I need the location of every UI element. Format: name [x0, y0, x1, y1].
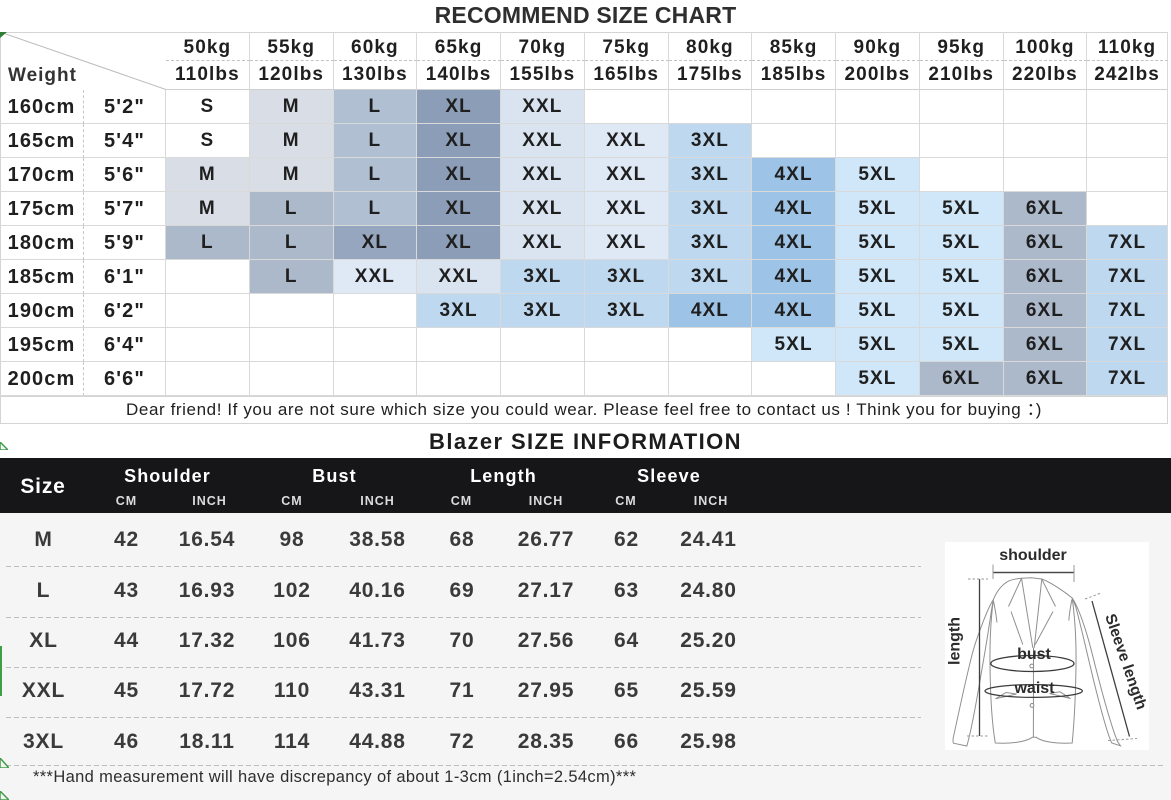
svg-text:bust: bust	[1017, 646, 1051, 663]
svg-text:shoulder: shoulder	[999, 547, 1067, 564]
svg-text:length: length	[947, 617, 964, 665]
svg-text:waist: waist	[1013, 680, 1055, 697]
